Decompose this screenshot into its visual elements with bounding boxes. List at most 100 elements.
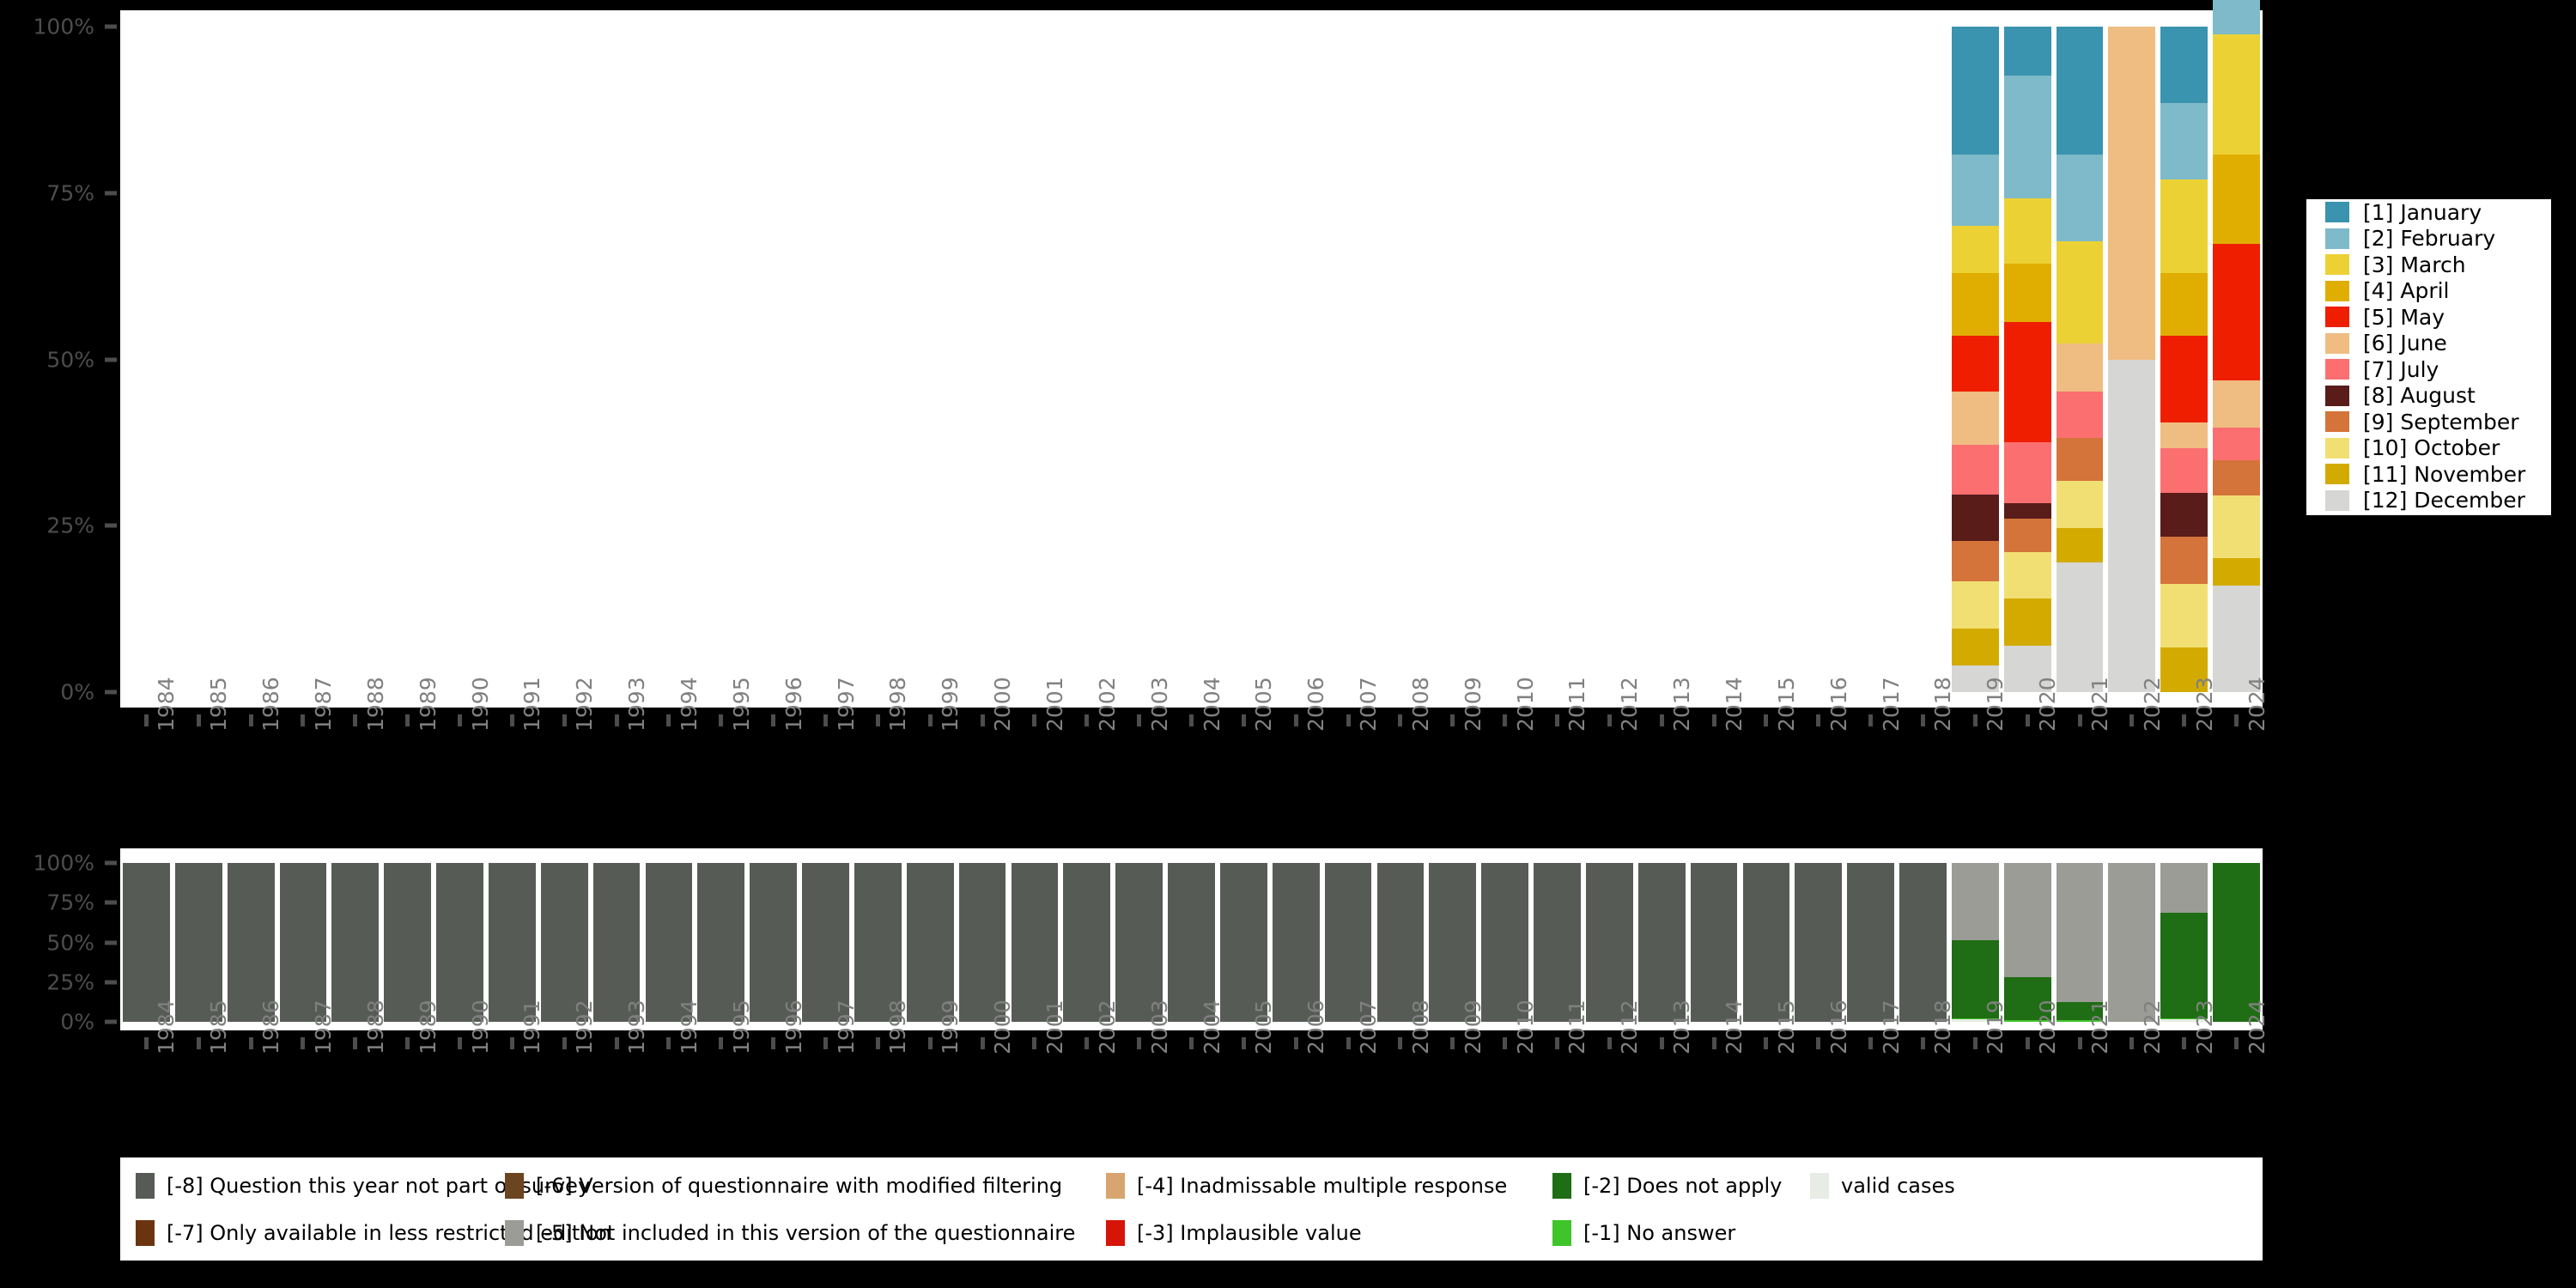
status-bar-2001[interactable] — [1011, 863, 1059, 1022]
x-tick-mark-1994 — [666, 714, 671, 726]
status-bar-2014[interactable] — [1690, 863, 1738, 1022]
month-bar-2022[interactable] — [2108, 27, 2156, 692]
status-segment-2004--8-question-this-year-not-part-of-survey — [1168, 863, 1215, 1022]
month-bar-2020[interactable] — [2003, 27, 2051, 692]
month-bar-2021[interactable] — [2056, 27, 2104, 692]
month-bar-2024[interactable] — [2213, 0, 2260, 692]
status-bar-2007[interactable] — [1324, 863, 1372, 1022]
status-bar-2003[interactable] — [1115, 863, 1163, 1022]
status-bar-1987[interactable] — [279, 863, 327, 1022]
month-legend-item-12[interactable]: [12] December — [2306, 488, 2551, 514]
status-legend-label: [-7] Only available in less restricted e… — [167, 1220, 611, 1245]
status-bar-1995[interactable] — [697, 863, 745, 1022]
status-bar-1986[interactable] — [227, 863, 275, 1022]
month-legend-item-9[interactable]: [9] September — [2306, 409, 2551, 435]
status-bar-2011[interactable] — [1534, 863, 1581, 1022]
segment-2019--9-september — [1951, 541, 1999, 581]
status-x-tick-mark-2014 — [1711, 1037, 1716, 1049]
segment-2019--10-october — [1951, 580, 1999, 629]
status-bar-2019[interactable] — [1951, 863, 1999, 1022]
status-bar-2005[interactable] — [1219, 863, 1267, 1022]
month-legend-item-11[interactable]: [11] November — [2306, 461, 2551, 488]
status-bar-1998[interactable] — [854, 863, 902, 1022]
month-legend-item-3[interactable]: [3] March — [2306, 252, 2551, 278]
status-segment-1984--8-question-this-year-not-part-of-survey — [123, 863, 170, 1022]
status-bar-1993[interactable] — [592, 863, 641, 1022]
status-x-tick-mark-2006 — [1293, 1037, 1298, 1049]
x-tick-mark-1992 — [562, 714, 567, 726]
status-legend-item-1-2[interactable]: [-6] Version of questionnaire with modif… — [505, 1172, 1106, 1199]
status-bar-2024[interactable] — [2213, 863, 2260, 1022]
month-legend-item-5[interactable]: [5] May — [2306, 304, 2551, 331]
status-bar-2017[interactable] — [1847, 863, 1894, 1022]
status-legend-item-2-2[interactable]: [-5] Not included in this version of the… — [505, 1219, 1106, 1246]
status-legend-item-1-3[interactable]: [-4] Inadmissable multiple response — [1106, 1172, 1552, 1199]
segment-2024--11-november — [2213, 558, 2260, 586]
segment-2020--1-january — [2003, 27, 2051, 76]
status-legend-item-2-3[interactable]: [-3] Implausible value — [1106, 1219, 1552, 1246]
status-legend-label: [-4] Inadmissable multiple response — [1137, 1173, 1508, 1198]
status-legend-item-2-1[interactable]: [-7] Only available in less restricted e… — [136, 1219, 611, 1246]
y-tick-label-75: 75% — [46, 180, 94, 206]
x-tick-mark-2000 — [980, 714, 985, 726]
status-x-tick-mark-2022 — [2129, 1037, 2135, 1049]
status-bar-1997[interactable] — [802, 863, 849, 1022]
status-legend-item-2-4[interactable]: [-1] No answer — [1552, 1219, 1810, 1246]
x-tick-mark-1993 — [614, 714, 619, 726]
status-bar-1992[interactable] — [540, 863, 588, 1022]
month-legend-item-6[interactable]: [6] June — [2306, 331, 2551, 357]
x-tick-mark-2010 — [1503, 714, 1508, 726]
month-legend-label: [7] July — [2363, 356, 2439, 382]
legend-swatch-icon — [2325, 411, 2349, 433]
status-segment-2023--1-no-answer — [2160, 1018, 2208, 1020]
month-bar-2019[interactable] — [1951, 27, 1999, 692]
status-bar-1991[interactable] — [489, 863, 536, 1022]
status-bar-2013[interactable] — [1637, 863, 1686, 1022]
status-bar-2023[interactable] — [2160, 863, 2208, 1022]
status-bar-1989[interactable] — [384, 863, 432, 1022]
status-bar-2004[interactable] — [1168, 863, 1215, 1022]
status-legend-item-1-1[interactable]: [-8] Question this year not part of surv… — [136, 1172, 590, 1199]
status-bar-1985[interactable] — [174, 863, 222, 1022]
status-segment-2021--1-no-answer — [2056, 1020, 2104, 1022]
status-bar-2009[interactable] — [1429, 863, 1477, 1022]
status-bar-2020[interactable] — [2003, 863, 2051, 1022]
segment-2019--2-february — [1951, 154, 1999, 227]
legend-swatch-icon — [2325, 437, 2349, 459]
status-bar-1988[interactable] — [331, 863, 380, 1022]
status-bar-2022[interactable] — [2108, 863, 2156, 1022]
month-legend-item-10[interactable]: [10] October — [2306, 435, 2551, 462]
month-bar-2023[interactable] — [2160, 27, 2208, 692]
status-bar-1990[interactable] — [436, 863, 483, 1022]
status-legend-item-1-4[interactable]: [-2] Does not apply — [1552, 1172, 1810, 1199]
segment-2019--8-august — [1951, 494, 1999, 542]
month-legend-item-2[interactable]: [2] February — [2306, 226, 2551, 252]
month-legend-item-1[interactable]: [1] January — [2306, 199, 2551, 226]
status-x-tick-mark-2005 — [1241, 1037, 1246, 1049]
status-bar-1999[interactable] — [906, 863, 954, 1022]
status-bar-2012[interactable] — [1585, 863, 1633, 1022]
status-legend-item-1-5[interactable]: valid cases — [1810, 1172, 2016, 1199]
status-bar-2018[interactable] — [1899, 863, 1947, 1022]
month-legend-item-8[interactable]: [8] August — [2306, 383, 2551, 410]
month-legend-item-7[interactable]: [7] July — [2306, 356, 2551, 383]
x-tick-mark-1989 — [405, 714, 410, 726]
status-legend-row-1: [-8] Question this year not part of surv… — [120, 1162, 2263, 1209]
status-bar-2008[interactable] — [1376, 863, 1425, 1022]
month-legend-item-4[interactable]: [4] April — [2306, 278, 2551, 305]
status-bar-2021[interactable] — [2056, 863, 2104, 1022]
status-bar-2010[interactable] — [1481, 863, 1528, 1022]
status-bar-2016[interactable] — [1795, 863, 1843, 1022]
status-bar-2006[interactable] — [1272, 863, 1320, 1022]
status-bar-2015[interactable] — [1742, 863, 1790, 1022]
status-segment-2024--2-does-not-apply — [2213, 863, 2260, 1022]
status-segment-2019-valid-cases — [1951, 1019, 1999, 1022]
status-bar-1994[interactable] — [645, 863, 693, 1022]
status-bar-2002[interactable] — [1063, 863, 1111, 1022]
status-bar-2000[interactable] — [958, 863, 1006, 1022]
status-legend-swatch-icon — [1552, 1219, 1571, 1246]
status-segment-2021--2-does-not-apply — [2056, 1001, 2104, 1021]
status-bar-1996[interactable] — [750, 863, 798, 1022]
status-bar-1984[interactable] — [123, 863, 170, 1022]
status-legend-swatch-icon — [136, 1172, 155, 1199]
